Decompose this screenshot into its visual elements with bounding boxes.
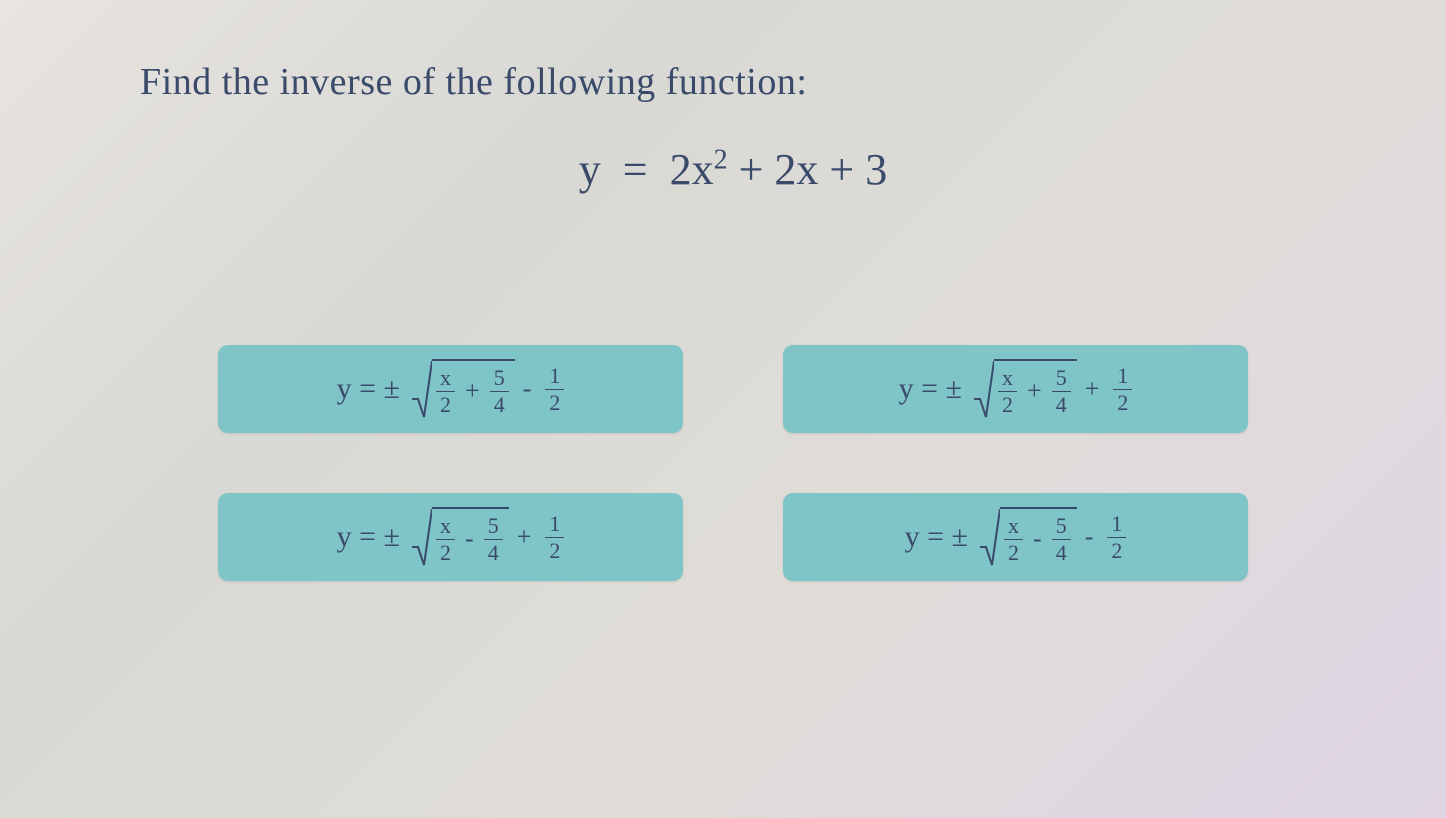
frac-num: 5 — [484, 515, 503, 539]
radical-icon — [412, 359, 432, 419]
eq-plus1: + — [739, 145, 775, 194]
outside-op: + — [517, 522, 532, 552]
frac-den: 4 — [484, 539, 503, 564]
sqrt-wrap: x 2 - 5 4 — [412, 507, 509, 567]
eq-bx: 2x — [774, 145, 818, 194]
radicand: x 2 + 5 4 — [432, 359, 515, 419]
frac-5-4: 5 4 — [484, 515, 503, 564]
frac-den: 2 — [545, 537, 564, 562]
eq-plus2: + — [829, 145, 865, 194]
option-b-math: y = ± x 2 + 5 4 — [899, 359, 1133, 419]
option-c[interactable]: y = ± x 2 - 5 4 — [218, 493, 683, 581]
option-c-lhs: y = ± — [337, 520, 400, 554]
frac-x-2: x 2 — [436, 367, 455, 416]
answer-options: y = ± x 2 + 5 4 — [208, 345, 1258, 581]
inside-op: - — [463, 524, 476, 554]
frac-1-2: 1 2 — [545, 365, 564, 414]
frac-den: 2 — [1113, 389, 1132, 414]
frac-x-2: x 2 — [436, 515, 455, 564]
radical-icon — [974, 359, 994, 419]
frac-den: 4 — [1052, 391, 1071, 416]
question-page: Find the inverse of the following functi… — [0, 0, 1446, 818]
inside-op: - — [1031, 524, 1044, 554]
radicand: x 2 - 5 4 — [1000, 507, 1077, 567]
outside-op: - — [1085, 522, 1094, 552]
outside-op: - — [523, 374, 532, 404]
inside-op: + — [463, 376, 482, 406]
frac-num: 5 — [490, 367, 509, 391]
frac-1-2: 1 2 — [1113, 365, 1132, 414]
inside-op: + — [1025, 376, 1044, 406]
frac-x-2: x 2 — [1004, 515, 1023, 564]
option-b-lhs: y = ± — [899, 372, 962, 406]
frac-den: 2 — [1004, 539, 1023, 564]
frac-num: 1 — [1107, 513, 1126, 537]
frac-den: 2 — [436, 391, 455, 416]
option-a[interactable]: y = ± x 2 + 5 4 — [218, 345, 683, 433]
eq-equals: = — [612, 145, 670, 194]
frac-5-4: 5 4 — [1052, 515, 1071, 564]
option-a-math: y = ± x 2 + 5 4 — [337, 359, 565, 419]
frac-den: 4 — [1052, 539, 1071, 564]
frac-5-4: 5 4 — [1052, 367, 1071, 416]
frac-num: x — [436, 515, 455, 539]
frac-den: 2 — [436, 539, 455, 564]
eq-lhs: y — [579, 145, 601, 194]
option-d[interactable]: y = ± x 2 - 5 4 — [783, 493, 1248, 581]
option-c-math: y = ± x 2 - 5 4 — [337, 507, 565, 567]
option-a-lhs: y = ± — [337, 372, 400, 406]
frac-num: x — [998, 367, 1017, 391]
frac-num: x — [436, 367, 455, 391]
eq-c: 3 — [865, 145, 887, 194]
frac-den: 2 — [1107, 537, 1126, 562]
eq-exponent: 2 — [714, 144, 728, 175]
frac-num: 5 — [1052, 515, 1071, 539]
frac-1-2: 1 2 — [545, 513, 564, 562]
option-d-lhs: y = ± — [905, 520, 968, 554]
frac-num: 1 — [1113, 365, 1132, 389]
radical-icon — [412, 507, 432, 567]
radicand: x 2 - 5 4 — [432, 507, 509, 567]
radical-icon — [980, 507, 1000, 567]
frac-5-4: 5 4 — [490, 367, 509, 416]
option-d-math: y = ± x 2 - 5 4 — [905, 507, 1127, 567]
frac-num: 1 — [545, 365, 564, 389]
outside-op: + — [1085, 374, 1100, 404]
eq-x: x — [692, 145, 714, 194]
sqrt-wrap: x 2 + 5 4 — [974, 359, 1077, 419]
eq-coef-a: 2 — [670, 145, 692, 194]
frac-num: x — [1004, 515, 1023, 539]
sqrt-wrap: x 2 - 5 4 — [980, 507, 1077, 567]
radicand: x 2 + 5 4 — [994, 359, 1077, 419]
frac-1-2: 1 2 — [1107, 513, 1126, 562]
frac-num: 1 — [545, 513, 564, 537]
sqrt-wrap: x 2 + 5 4 — [412, 359, 515, 419]
main-equation: y = 2x2 + 2x + 3 — [140, 144, 1326, 195]
frac-num: 5 — [1052, 367, 1071, 391]
question-prompt: Find the inverse of the following functi… — [140, 60, 1326, 104]
frac-x-2: x 2 — [998, 367, 1017, 416]
frac-den: 2 — [545, 389, 564, 414]
option-b[interactable]: y = ± x 2 + 5 4 — [783, 345, 1248, 433]
frac-den: 2 — [998, 391, 1017, 416]
frac-den: 4 — [490, 391, 509, 416]
